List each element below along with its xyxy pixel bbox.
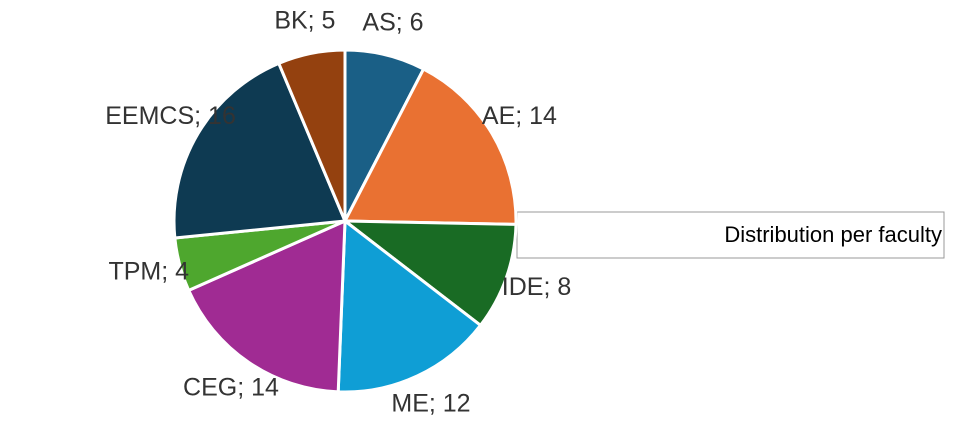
- data-label: AE; 14: [482, 102, 557, 130]
- data-label: TPM; 4: [108, 257, 189, 285]
- pie-slice: [187, 219, 347, 394]
- pie-slice: [172, 61, 347, 240]
- data-label: EEMCS; 16: [105, 102, 236, 130]
- pie-slice: [343, 67, 518, 226]
- data-label: AS; 6: [362, 8, 423, 36]
- pie-slice: [277, 48, 347, 223]
- chart-title: Distribution per faculty: [724, 222, 942, 247]
- data-label: ME; 12: [391, 389, 470, 417]
- data-label: BK; 5: [274, 7, 335, 35]
- data-label: IDE; 8: [502, 273, 571, 301]
- pie-slice: [336, 219, 482, 394]
- data-label: CEG; 14: [183, 374, 279, 402]
- title-box: [516, 211, 945, 259]
- pie-slice: [343, 219, 518, 327]
